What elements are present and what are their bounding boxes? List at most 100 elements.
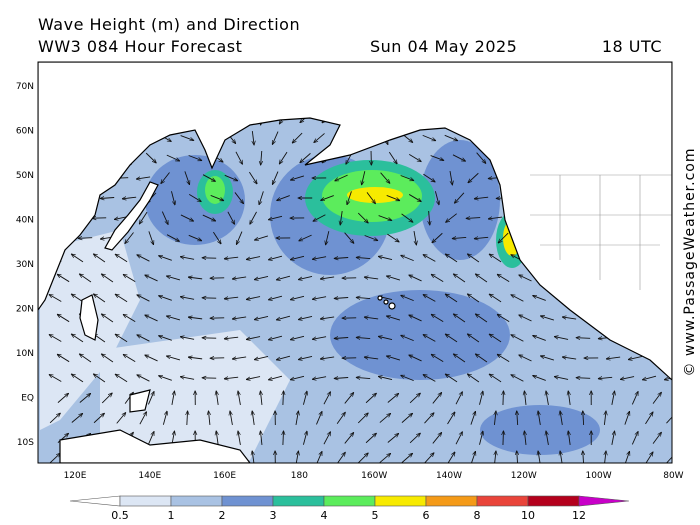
arrow xyxy=(171,191,174,205)
arrow xyxy=(272,131,279,145)
arrow xyxy=(334,378,349,379)
arrow xyxy=(159,376,172,381)
arrow xyxy=(519,355,532,362)
lat-label: 40N xyxy=(16,216,34,226)
arrow xyxy=(455,392,462,405)
arrow xyxy=(447,452,455,463)
arrow xyxy=(489,374,502,383)
arrow xyxy=(49,295,62,302)
arrow xyxy=(453,354,466,363)
arrow xyxy=(79,354,92,363)
arrow xyxy=(49,375,62,382)
arrow xyxy=(162,411,167,425)
arrow xyxy=(356,337,371,338)
arrow xyxy=(116,413,126,424)
arrow xyxy=(604,411,606,426)
arrow xyxy=(673,115,686,120)
forecast-date: Sun 04 May 2025 xyxy=(370,37,517,56)
arrow xyxy=(347,191,352,204)
lat-label: 60N xyxy=(16,127,34,137)
arrow xyxy=(470,411,476,425)
arrow xyxy=(356,377,371,378)
arrow xyxy=(430,155,444,161)
arrow xyxy=(362,171,366,185)
arrow xyxy=(645,412,652,425)
arrow xyxy=(489,254,502,263)
arrow xyxy=(576,338,591,339)
arrow xyxy=(312,376,327,380)
arrow xyxy=(261,150,262,165)
arrow xyxy=(71,374,84,383)
arrow xyxy=(224,297,239,299)
arrow xyxy=(302,391,307,405)
arrow xyxy=(503,391,504,406)
colorbar-label: 5 xyxy=(372,509,379,522)
arrow xyxy=(449,171,452,185)
arrow xyxy=(290,295,305,299)
arrow xyxy=(562,357,577,359)
arrow xyxy=(232,357,247,359)
arrow xyxy=(409,355,422,362)
arrow xyxy=(148,231,154,244)
arrow xyxy=(259,191,264,204)
arrow xyxy=(364,317,379,319)
colorbar-segment xyxy=(476,495,529,507)
arrow xyxy=(446,213,457,223)
arrow xyxy=(291,175,305,180)
arrow xyxy=(380,172,390,184)
arrow xyxy=(533,376,546,381)
arrow xyxy=(524,391,526,406)
arrow xyxy=(474,197,489,199)
arrow xyxy=(166,276,181,281)
borders xyxy=(530,174,672,290)
arrow xyxy=(386,316,401,321)
arrow xyxy=(252,130,254,145)
arrow xyxy=(101,393,112,404)
arrow xyxy=(497,354,510,363)
arrow xyxy=(467,254,480,263)
arrow xyxy=(283,431,284,446)
arrow xyxy=(344,433,354,444)
arrow xyxy=(57,393,69,403)
arrow xyxy=(238,431,241,445)
arrow xyxy=(224,377,239,379)
arrow xyxy=(432,232,443,243)
arrow xyxy=(475,314,488,323)
colorbar-segment xyxy=(527,495,580,507)
arrow xyxy=(378,256,393,261)
arrow xyxy=(519,315,532,322)
lat-label: 10N xyxy=(16,349,34,359)
lat-label: 50N xyxy=(16,171,34,181)
arrow xyxy=(279,151,288,164)
title: Wave Height (m) and Direction xyxy=(38,15,300,34)
colorbar-segment xyxy=(119,495,172,507)
lat-label: 30N xyxy=(16,260,34,270)
arrow xyxy=(115,334,128,343)
arrow xyxy=(246,376,261,380)
arrow xyxy=(546,431,549,445)
arrow xyxy=(57,314,70,323)
arrow xyxy=(401,453,413,463)
arrow xyxy=(445,294,458,303)
arrow xyxy=(137,295,150,302)
arrow xyxy=(180,337,195,340)
arrow xyxy=(334,258,349,259)
arrow xyxy=(249,171,257,184)
arrow xyxy=(283,391,284,406)
arrow xyxy=(321,195,334,201)
land xyxy=(38,62,672,463)
arrow xyxy=(452,154,465,161)
arrow xyxy=(57,274,70,283)
arrow xyxy=(115,254,128,263)
arrow xyxy=(260,391,262,406)
arrow xyxy=(386,194,400,200)
arrow xyxy=(524,431,526,446)
arrow xyxy=(431,314,444,322)
arrow xyxy=(479,391,482,405)
arrow xyxy=(268,335,283,340)
arrow xyxy=(476,152,486,164)
arrow xyxy=(541,316,555,321)
arrow xyxy=(489,294,502,303)
arrow xyxy=(434,191,439,205)
arrow xyxy=(292,132,303,143)
